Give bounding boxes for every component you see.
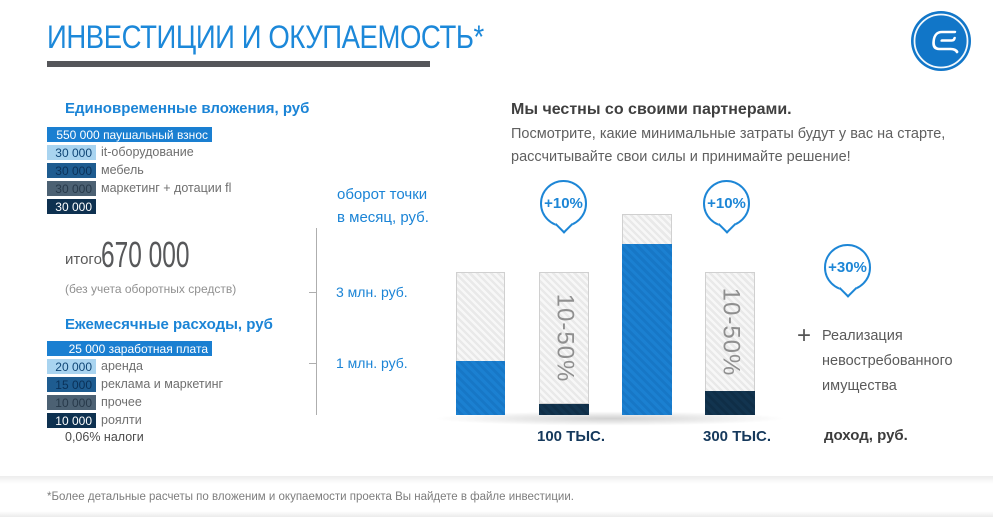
y-label-1m: 1 млн. руб. xyxy=(336,355,408,371)
bar-misc: 10 000 xyxy=(47,395,96,410)
bar-marketing: 30 000 xyxy=(47,181,96,196)
y-axis xyxy=(316,228,317,415)
bar-label: прочее xyxy=(101,395,142,410)
fold-shadow xyxy=(0,476,993,484)
x-axis-title: доход, руб. xyxy=(824,427,908,444)
plus-sign: + xyxy=(797,322,812,349)
bar-salary: 25 000 заработная плата xyxy=(47,341,212,356)
extra-income-line3: имущества xyxy=(822,378,897,394)
bar-100k-turnover-actual xyxy=(456,361,505,415)
bar-value: 10 000 xyxy=(55,413,92,428)
y-axis-title-line1: оборот точки xyxy=(337,186,428,203)
plus10-bubble-300k: +10% xyxy=(703,180,750,234)
bubble-tail xyxy=(717,215,736,234)
plus30-bubble: +30% xyxy=(824,244,871,298)
investment-bar-row: 30 000 it-оборудование xyxy=(47,145,194,160)
extra-income-line2: невостребованного xyxy=(822,353,953,369)
bar-label: аренда xyxy=(101,359,144,374)
bar-value: 25 000 xyxy=(68,341,106,356)
share-label-100k: 10-50% xyxy=(551,293,579,383)
bar-300k-income-actual xyxy=(705,391,755,415)
bar-it-equipment: 30 000 xyxy=(47,145,96,160)
bar-rent: 20 000 xyxy=(47,359,96,374)
bar-label: мебель xyxy=(101,163,144,178)
total-note: (без учета оборотных средств) xyxy=(65,282,237,296)
monthly-bar-row: 10 000 роялти xyxy=(47,413,142,428)
bar-value: 30 000 xyxy=(55,145,92,160)
plus10-bubble-100k: +10% xyxy=(540,180,587,234)
share-label-wrap: 10-50% xyxy=(539,272,589,404)
y-tick-1m xyxy=(309,363,316,364)
company-logo-icon xyxy=(910,10,972,72)
taxes-note: 0,06% налоги xyxy=(65,430,144,444)
bar-lump-sum: 550 000 паушальный взнос xyxy=(47,127,212,142)
bottom-edge-shadow xyxy=(0,511,993,517)
bar-label: it-оборудование xyxy=(101,145,194,160)
bar-value: 30 000 xyxy=(55,199,92,214)
bubble-text: +30% xyxy=(828,259,867,276)
bar-100k-income-potential xyxy=(539,272,589,404)
y-axis-title-line2: в месяц, руб. xyxy=(337,209,429,226)
bar-value: 10 000 xyxy=(55,395,92,410)
bar-value: 30 000 xyxy=(55,163,92,178)
bar-300k-turnover-potential xyxy=(622,214,672,245)
title-underline xyxy=(47,61,430,67)
bar-100k-income-actual xyxy=(539,404,589,415)
y-tick-3m xyxy=(309,292,316,293)
investment-bar-row: 30 000 мебель xyxy=(47,163,144,178)
bar-value: 15 000 xyxy=(55,377,92,392)
bar-label: паушальный взнос xyxy=(103,127,208,142)
partners-line1: Посмотрите, какие минимальные затраты бу… xyxy=(511,126,946,142)
bubble-text: +10% xyxy=(544,195,583,212)
y-label-3m: 3 млн. руб. xyxy=(336,284,408,300)
investment-bar-row: 550 000 паушальный взнос xyxy=(47,127,212,142)
investments-heading: Единовременные вложения, руб xyxy=(65,100,310,117)
total-label: итого: xyxy=(65,251,107,268)
bar-furniture: 30 000 xyxy=(47,163,96,178)
bar-other-investment: 30 000 xyxy=(47,199,96,214)
bar-300k-turnover-actual xyxy=(622,244,672,415)
share-label-wrap: 10-50% xyxy=(705,272,755,392)
page-title: ИНВЕСТИЦИИ И ОКУПАЕМОСТЬ* xyxy=(47,19,484,55)
monthly-bar-row: 15 000 реклама и маркетинг xyxy=(47,377,223,392)
monthly-bar-row: 20 000 аренда xyxy=(47,359,143,374)
bar-label: роялти xyxy=(101,413,142,428)
bar-label: реклама и маркетинг xyxy=(101,377,224,392)
bar-value: 20 000 xyxy=(55,359,92,374)
investment-bar-row: 30 000 маркетинг + дотации fl xyxy=(47,181,231,196)
bars-baseline-shadow xyxy=(428,411,792,426)
bar-advertising: 15 000 xyxy=(47,377,96,392)
extra-income-line1: Реализация xyxy=(822,328,903,344)
share-label-300k: 10-50% xyxy=(717,287,745,377)
bar-royalty: 10 000 xyxy=(47,413,96,428)
bar-value: 550 000 xyxy=(56,127,100,142)
monthly-bar-row: 25 000 заработная плата xyxy=(47,341,212,356)
footnote: *Более детальные расчеты по вложеним и о… xyxy=(47,491,574,503)
x-label-100k: 100 ТЫС. xyxy=(537,428,606,445)
bubble-tail xyxy=(554,215,573,234)
bubble-text: +10% xyxy=(707,195,746,212)
partners-line2: рассчитывайте свои силы и принимайте реш… xyxy=(511,149,851,165)
bubble-tail xyxy=(838,279,857,298)
bar-label: заработная плата xyxy=(108,341,208,356)
total-value: 670 000 xyxy=(101,234,190,275)
bar-label: маркетинг + дотации fl xyxy=(101,181,232,196)
monthly-heading: Ежемесячные расходы, руб xyxy=(65,316,273,333)
bar-100k-turnover-potential xyxy=(456,272,505,362)
x-label-300k: 300 ТЫС. xyxy=(703,428,772,445)
monthly-bar-row: 10 000 прочее xyxy=(47,395,142,410)
partners-heading: Мы честны со своими партнерами. xyxy=(511,101,792,118)
bar-value: 30 000 xyxy=(55,181,92,196)
bar-300k-income-potential xyxy=(705,272,755,392)
investment-bar-row: 30 000 xyxy=(47,199,101,214)
